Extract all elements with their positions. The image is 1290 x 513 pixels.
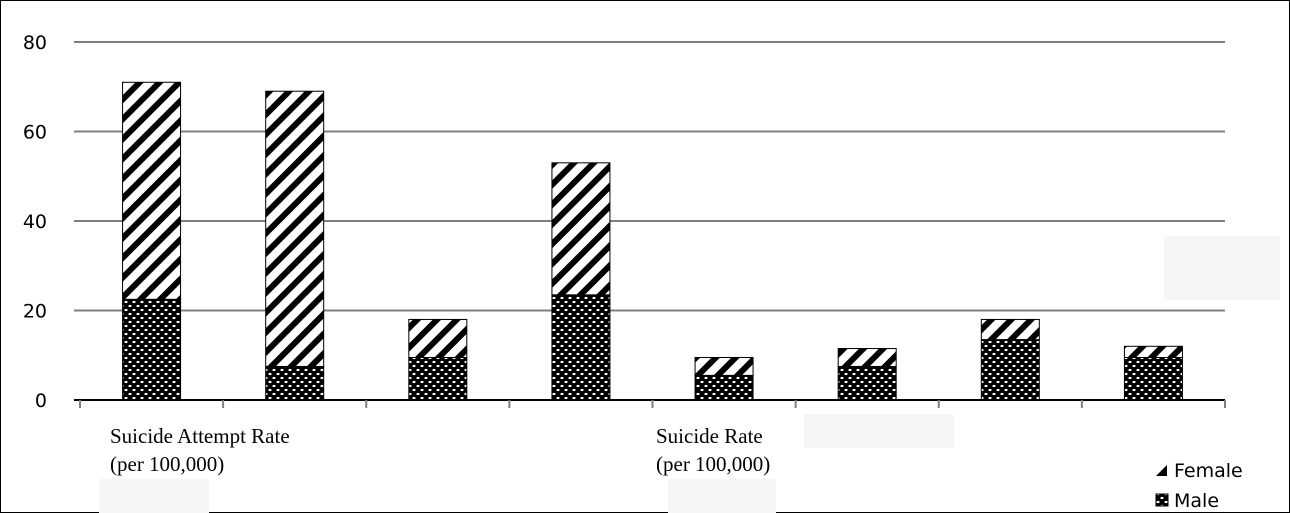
bar-male bbox=[1123, 356, 1183, 401]
legend-label-male: Male bbox=[1174, 490, 1219, 512]
category-label-suicide-line2: (per 100,000) bbox=[656, 452, 770, 476]
bar-female bbox=[265, 90, 325, 367]
bar-female bbox=[980, 318, 1040, 341]
redaction-box bbox=[668, 479, 776, 513]
bar-male bbox=[122, 298, 182, 401]
bar-female bbox=[694, 356, 754, 376]
gridlines bbox=[74, 41, 1225, 312]
redaction-box bbox=[1164, 236, 1280, 300]
bar-female bbox=[408, 318, 468, 358]
redaction-box bbox=[804, 414, 954, 448]
legend-item-male: Male bbox=[1155, 490, 1219, 512]
bar-male bbox=[837, 365, 897, 401]
legend: Female Male bbox=[1155, 460, 1243, 512]
y-tick-label: 40 bbox=[23, 211, 47, 233]
legend-swatch-male bbox=[1155, 493, 1169, 507]
category-label-suicide-line1: Suicide Rate bbox=[656, 424, 763, 448]
bar-female bbox=[551, 162, 611, 296]
bar-female bbox=[122, 81, 182, 300]
x-axis bbox=[74, 399, 1226, 408]
legend-item-female: Female bbox=[1156, 460, 1243, 482]
bar-female bbox=[837, 348, 897, 367]
bar-female bbox=[1123, 345, 1183, 358]
bar-male bbox=[694, 374, 754, 401]
bar-male bbox=[265, 365, 325, 401]
y-tick-label: 20 bbox=[23, 301, 47, 323]
redaction-box bbox=[99, 479, 209, 513]
category-label-attempt-line2: (per 100,000) bbox=[110, 452, 224, 476]
legend-swatch-female bbox=[1156, 465, 1167, 476]
category-label-attempt-line1: Suicide Attempt Rate bbox=[110, 424, 290, 448]
bar-male bbox=[980, 339, 1040, 401]
category-labels: Suicide Attempt Rate (per 100,000) Suici… bbox=[110, 424, 770, 476]
bars bbox=[122, 81, 1183, 401]
legend-label-female: Female bbox=[1174, 460, 1243, 482]
y-axis-tick-labels: 0 20 40 60 80 bbox=[23, 32, 47, 412]
y-tick-label: 60 bbox=[23, 122, 47, 144]
bar-male bbox=[408, 356, 468, 401]
y-tick-label: 80 bbox=[23, 32, 47, 54]
y-tick-label: 0 bbox=[35, 390, 47, 412]
bar-male bbox=[551, 294, 611, 401]
